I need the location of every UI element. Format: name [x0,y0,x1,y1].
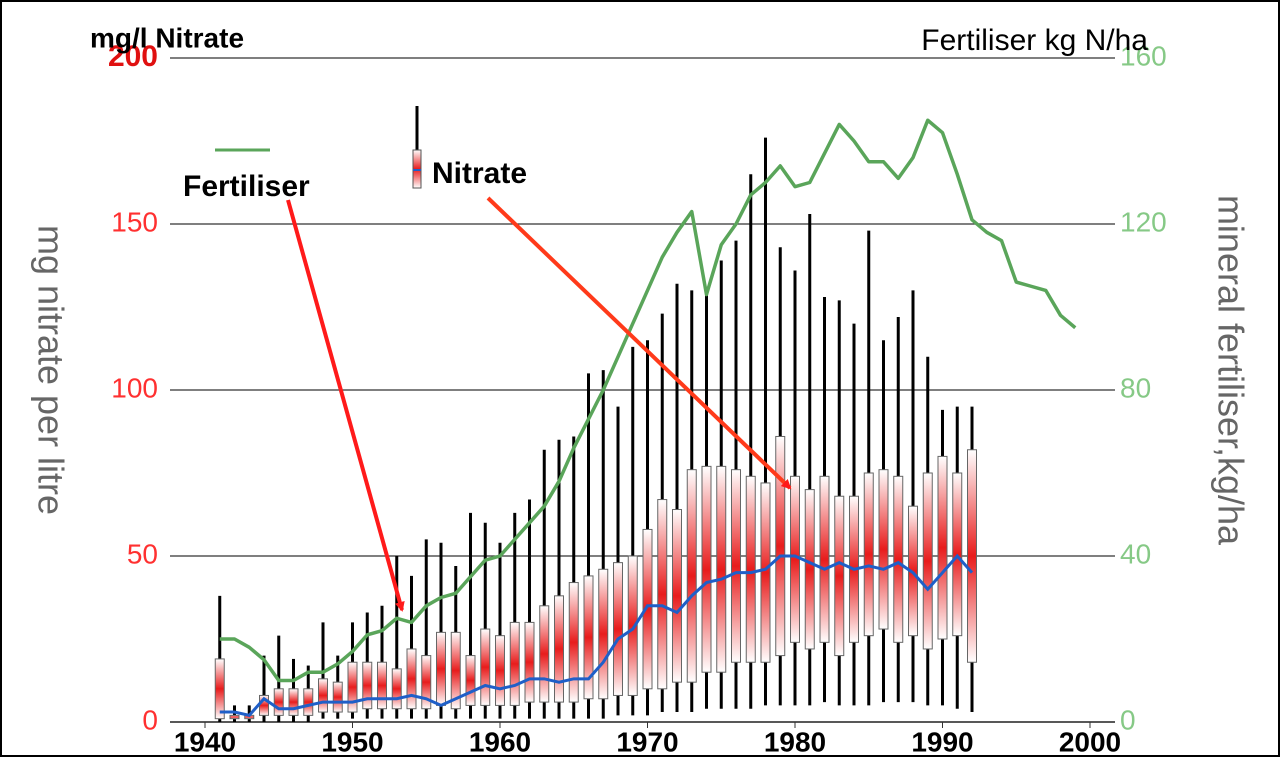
box [568,582,579,703]
box [318,678,328,713]
y-tick-label: 50 [127,538,158,569]
box [362,661,373,710]
box [613,562,623,696]
box [539,605,550,703]
box [701,465,712,673]
x-tick-label: 1960 [469,726,531,757]
box [465,655,476,706]
box [686,469,697,683]
y-tick-label: 200 [108,40,158,73]
annotation-arrow [486,196,792,490]
y-unit-label: mg/l Nitrate [90,22,244,53]
x-tick-label: 1990 [911,726,973,757]
box [303,688,314,716]
box [878,469,889,630]
x-tick-label: 1970 [616,726,678,757]
box [391,668,402,710]
box [760,482,771,663]
box [775,435,786,657]
box [524,621,535,703]
y2-axis-title: mineral fertiliser,kg/ha [1210,195,1251,546]
x-tick-label: 1950 [321,726,383,757]
box [922,472,933,650]
y2-unit-label: Fertiliser kg N/ha [921,24,1148,57]
box [627,555,638,696]
y2-tick-label: 40 [1120,538,1151,569]
legend-label-nitrate: Nitrate [432,157,527,190]
y2-tick-label: 160 [1120,40,1167,71]
box [421,655,432,710]
box [377,661,387,710]
box [745,475,756,663]
box [863,472,874,637]
y-tick-label: 0 [142,704,158,735]
y2-tick-label: 0 [1120,704,1136,735]
fertiliser-line [219,118,1077,683]
box [332,681,343,713]
y2-tick-label: 80 [1120,372,1151,403]
x-tick-label: 2000 [1059,726,1121,757]
box [436,631,446,706]
y-axis-title: mg nitrate per litre [30,225,71,515]
box [406,648,417,710]
box [554,595,564,703]
median-line [219,553,974,718]
y-tick-label: 150 [111,206,158,237]
box [214,658,225,720]
box [347,661,358,713]
box [583,575,594,700]
x-tick-label: 1940 [174,726,236,757]
box [967,449,977,663]
box [598,568,609,700]
box [288,688,299,716]
box [495,635,505,706]
y2-tick-label: 120 [1120,206,1167,237]
y-tick-label: 100 [111,372,158,403]
annotation-arrow [286,199,405,612]
box [819,475,830,643]
box [834,495,845,657]
box [273,688,284,716]
box [937,455,948,640]
box [804,489,815,650]
box [731,469,741,663]
nitrate-boxes [214,137,977,722]
box [790,475,800,643]
box [509,621,520,706]
box [229,714,240,720]
box [893,475,904,643]
legend-label-fertiliser: Fertiliser [183,170,310,203]
box [450,631,461,710]
box [716,465,727,673]
x-tick-label: 1980 [764,726,826,757]
box [672,509,682,683]
box [642,528,653,690]
box [480,628,491,706]
box [657,499,668,690]
